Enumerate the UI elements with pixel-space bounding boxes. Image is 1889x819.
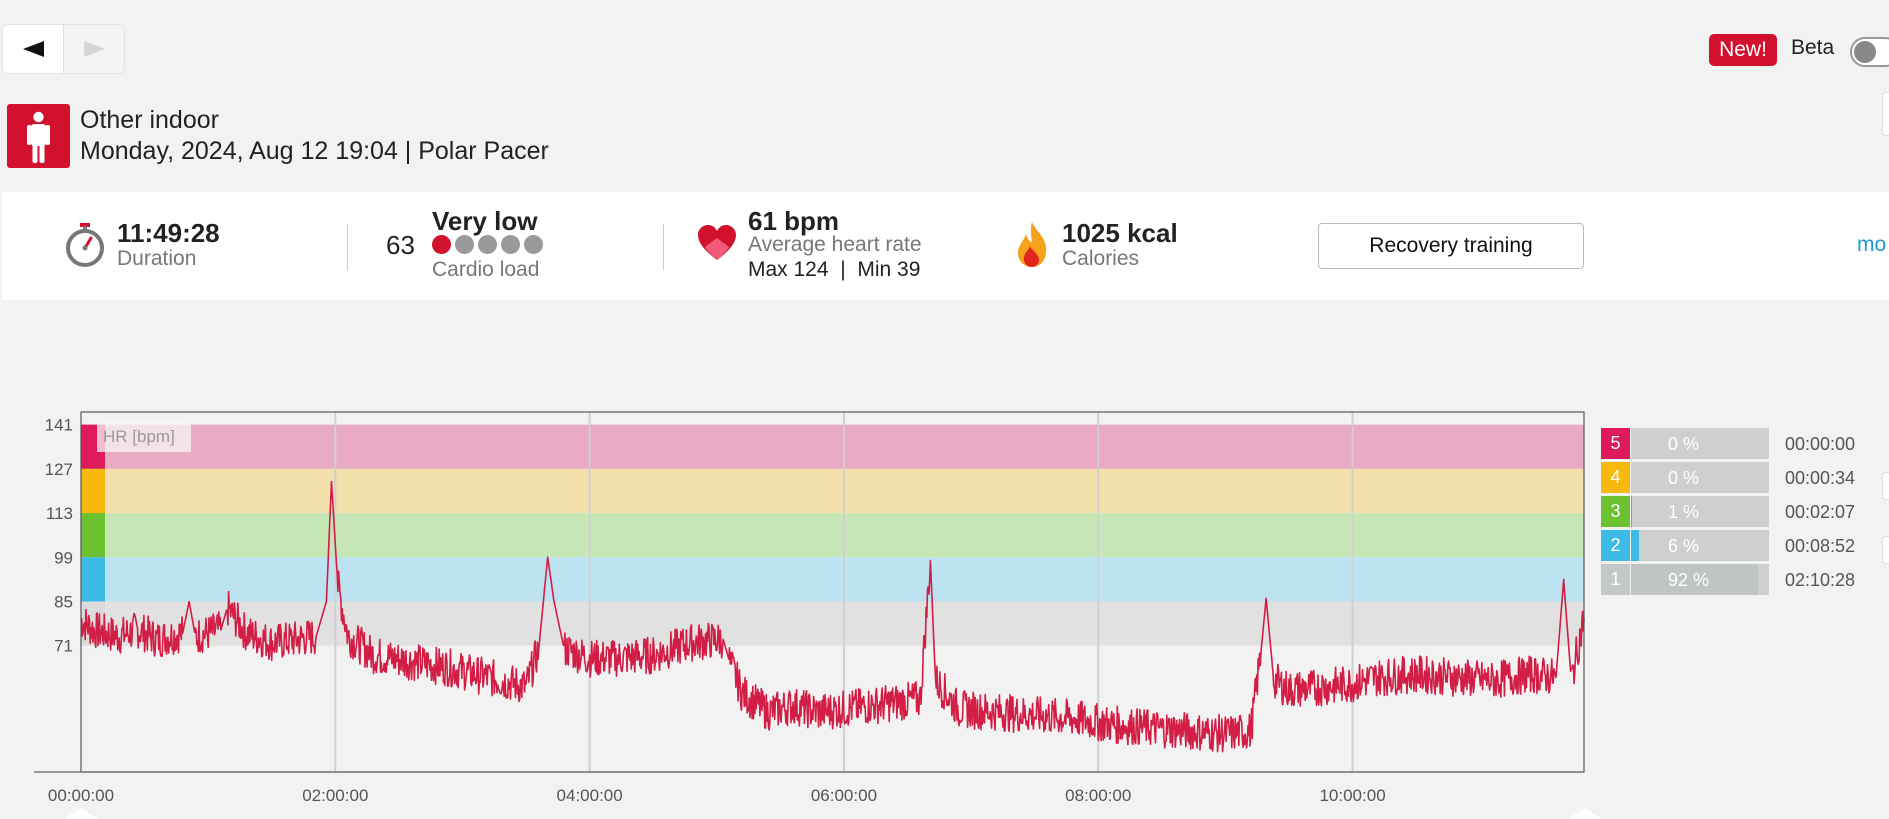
cardio-dot: [432, 235, 451, 254]
nav-arrows: [2, 24, 125, 74]
y-tick-label: 141: [45, 416, 73, 435]
zone-percent: 92 %: [1668, 570, 1710, 590]
hr-chart: HR [bpm] 141 127 113 99 85 71 00:00:00 02:00:0…: [34, 411, 1600, 819]
flame-icon: [1018, 222, 1047, 267]
hr-series-line: [80, 480, 1585, 753]
zone-band-3: [81, 513, 1584, 558]
person-standing-icon: [27, 111, 50, 163]
y-ticks: 141 127 113 99 85 71: [45, 416, 73, 656]
zone-bar: 0 %: [1631, 462, 1769, 493]
x-ticks: 00:00:00 02:00:00 04:00:00 06:00:00 08:00:00…: [48, 786, 1386, 805]
zone-marker-4: [81, 468, 105, 514]
cardio-load-label: Cardio load: [432, 258, 540, 281]
side-panel-tab[interactable]: [1882, 92, 1889, 136]
duration-value: 11:49:28: [117, 218, 220, 248]
ylabel-background: [97, 422, 191, 452]
zone-row-1[interactable]: 1 92 % 02:10:28: [1601, 564, 1889, 595]
sport-tile: [7, 104, 70, 168]
heart-icon: [698, 225, 736, 260]
zone-bar: 92 %: [1631, 564, 1769, 595]
side-panel-tab[interactable]: [1882, 536, 1889, 564]
range-handle-right[interactable]: [1568, 808, 1600, 819]
zone-number: 4: [1601, 462, 1630, 493]
new-badge: New!: [1709, 34, 1777, 66]
zone-number: 2: [1601, 530, 1630, 561]
side-panel-tab[interactable]: [1882, 472, 1889, 500]
zone-band-2: [81, 557, 1584, 602]
zone-row-3[interactable]: 3 1 % 00:02:07: [1601, 496, 1889, 527]
cardio-load-dots: [432, 235, 543, 254]
more-link[interactable]: mo: [1857, 233, 1887, 256]
zone-band-1: [81, 601, 1584, 646]
zone-percent: 1 %: [1668, 502, 1700, 522]
calories-label: Calories: [1062, 247, 1140, 270]
zone-time: 02:10:28: [1785, 570, 1856, 590]
beta-label: Beta: [1791, 36, 1835, 59]
x-tick-label: 04:00:00: [557, 786, 623, 805]
divider: [347, 224, 348, 270]
x-tick-label: 06:00:00: [811, 786, 877, 805]
duration-label: Duration: [117, 247, 197, 270]
session-summary: 11:49:28 Duration 63 Very low Cardio loa…: [2, 192, 1889, 300]
cardio-dot: [478, 235, 497, 254]
calories-value: 1025 kcal: [1062, 218, 1178, 248]
zone-bands: [81, 424, 1584, 646]
cardio-dot: [501, 235, 520, 254]
y-axis-label: HR [bpm]: [103, 427, 175, 446]
divider: [663, 224, 664, 270]
triangle-left-icon: [22, 41, 44, 57]
avg-hr-value: 61 bpm: [748, 206, 840, 236]
zone-bar: 0 %: [1631, 428, 1769, 459]
zone-bar: 1 %: [1631, 496, 1769, 527]
cardio-load-value: 63: [386, 230, 415, 260]
x-tick-label: 10:00:00: [1319, 786, 1385, 805]
zone-marker-3: [81, 513, 105, 558]
y-tick-label: 113: [46, 504, 73, 523]
x-tick-label: 08:00:00: [1065, 786, 1131, 805]
zone-time: 00:00:34: [1785, 468, 1856, 488]
x-tick-label: 00:00:00: [48, 786, 114, 805]
zone-number: 5: [1601, 428, 1630, 459]
zone-number: 1: [1601, 564, 1630, 595]
hr-max-min: Max 124 | Min 39: [748, 258, 921, 281]
zone-row-4[interactable]: 4 0 % 00:00:34: [1601, 462, 1889, 493]
y-tick-label: 71: [54, 637, 73, 656]
toggle-knob: [1854, 41, 1876, 63]
zone-time: 00:02:07: [1785, 502, 1856, 522]
zone-percent: 6 %: [1668, 536, 1700, 556]
zone-band-4: [81, 468, 1584, 514]
zone-row-5[interactable]: 5 0 % 00:00:00: [1601, 428, 1889, 459]
forward-button[interactable]: [63, 25, 124, 73]
zone-bar: 6 %: [1631, 530, 1769, 561]
y-tick-label: 127: [45, 460, 73, 479]
zone-markers: [81, 424, 105, 646]
zone-band-5: [81, 424, 1584, 469]
triangle-right-icon: [83, 41, 105, 57]
zone-bar-fill: [1631, 564, 1758, 595]
zone-time: 00:08:52: [1785, 536, 1856, 556]
back-button[interactable]: [3, 25, 64, 73]
stopwatch-icon: [66, 223, 104, 267]
y-tick-label: 85: [54, 592, 73, 611]
y-tick-label: 99: [54, 548, 73, 567]
zone-row-2[interactable]: 2 6 % 00:08:52: [1601, 530, 1889, 561]
zone-percent: 0 %: [1668, 434, 1700, 454]
zone-bar-fill: [1631, 496, 1633, 527]
zone-bar-fill: [1631, 530, 1640, 561]
sport-name: Other indoor: [80, 106, 219, 134]
zone-time: 00:00:00: [1785, 434, 1856, 454]
zone-number: 3: [1601, 496, 1630, 527]
zone-marker-2: [81, 557, 105, 602]
zone-percent: 0 %: [1668, 468, 1700, 488]
avg-hr-label: Average heart rate: [748, 233, 922, 256]
gridlines: [334, 412, 1354, 772]
cardio-dot: [524, 235, 543, 254]
cardio-dot: [455, 235, 474, 254]
x-tick-label: 02:00:00: [302, 786, 368, 805]
cardio-load-level: Very low: [432, 206, 538, 236]
session-datetime-device: Monday, 2024, Aug 12 19:04 | Polar Pacer: [80, 137, 549, 165]
range-handle-left[interactable]: [64, 808, 98, 819]
training-benefit-button[interactable]: Recovery training: [1318, 223, 1584, 269]
beta-toggle[interactable]: [1850, 37, 1889, 67]
